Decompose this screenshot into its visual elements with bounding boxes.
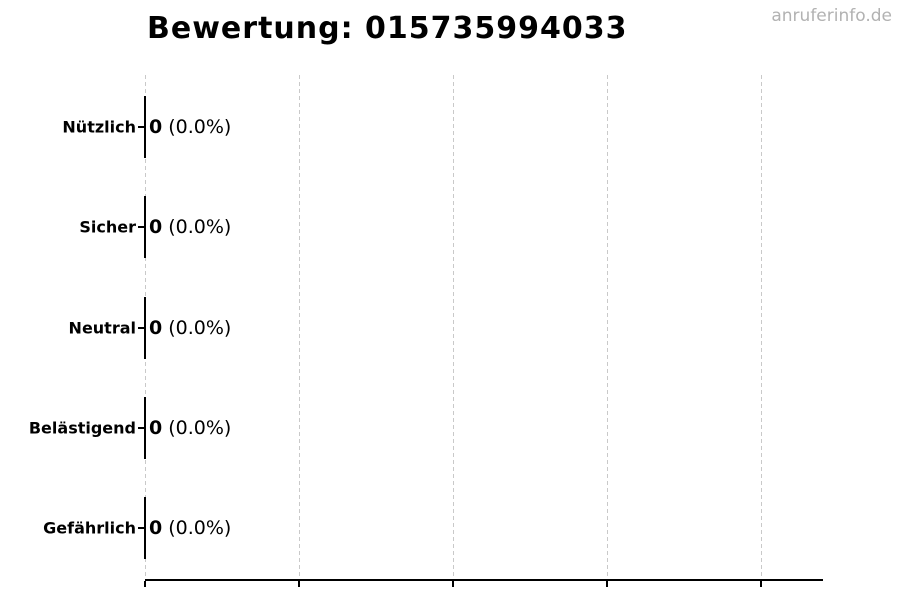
value-label-neutral: 0 (0.0%): [149, 317, 231, 339]
y-axis-tick: [138, 126, 146, 128]
category-label-neutral: Neutral: [68, 318, 136, 338]
category-label-belaestigend: Belästigend: [28, 418, 136, 438]
gridline: [453, 75, 454, 581]
value-percent: (0.0%): [168, 517, 232, 539]
watermark-text: anruferinfo.de: [771, 6, 892, 26]
value-label-sicher: 0 (0.0%): [149, 216, 231, 238]
x-axis-tick: [452, 581, 454, 587]
x-axis-tick: [144, 581, 146, 587]
y-axis-tick: [138, 226, 146, 228]
bar-sicher: [144, 196, 146, 258]
value-count: 0: [149, 417, 163, 439]
value-percent: (0.0%): [168, 116, 232, 138]
category-label-nuetzlich: Nützlich: [62, 117, 136, 137]
y-axis-tick: [138, 327, 146, 329]
bar-nuetzlich: [144, 96, 146, 158]
value-count: 0: [149, 216, 163, 238]
chart-title: Bewertung: 015735994033: [147, 11, 628, 46]
value-count: 0: [149, 116, 163, 138]
value-label-belaestigend: 0 (0.0%): [149, 417, 231, 439]
value-label-nuetzlich: 0 (0.0%): [149, 116, 231, 138]
x-axis-tick: [298, 581, 300, 587]
bar-gefaehrlich: [144, 497, 146, 559]
gridline: [607, 75, 608, 581]
value-percent: (0.0%): [168, 417, 232, 439]
bar-neutral: [144, 297, 146, 359]
value-percent: (0.0%): [168, 317, 232, 339]
y-axis-tick: [138, 527, 146, 529]
bar-belaestigend: [144, 397, 146, 459]
x-axis-tick: [606, 581, 608, 587]
category-label-gefaehrlich: Gefährlich: [43, 518, 136, 538]
value-percent: (0.0%): [168, 216, 232, 238]
gridline: [299, 75, 300, 581]
value-label-gefaehrlich: 0 (0.0%): [149, 517, 231, 539]
x-axis-line: [145, 579, 823, 581]
value-count: 0: [149, 317, 163, 339]
category-label-sicher: Sicher: [79, 217, 136, 237]
value-count: 0: [149, 517, 163, 539]
gridline: [761, 75, 762, 581]
y-axis-tick: [138, 427, 146, 429]
x-axis-tick: [760, 581, 762, 587]
